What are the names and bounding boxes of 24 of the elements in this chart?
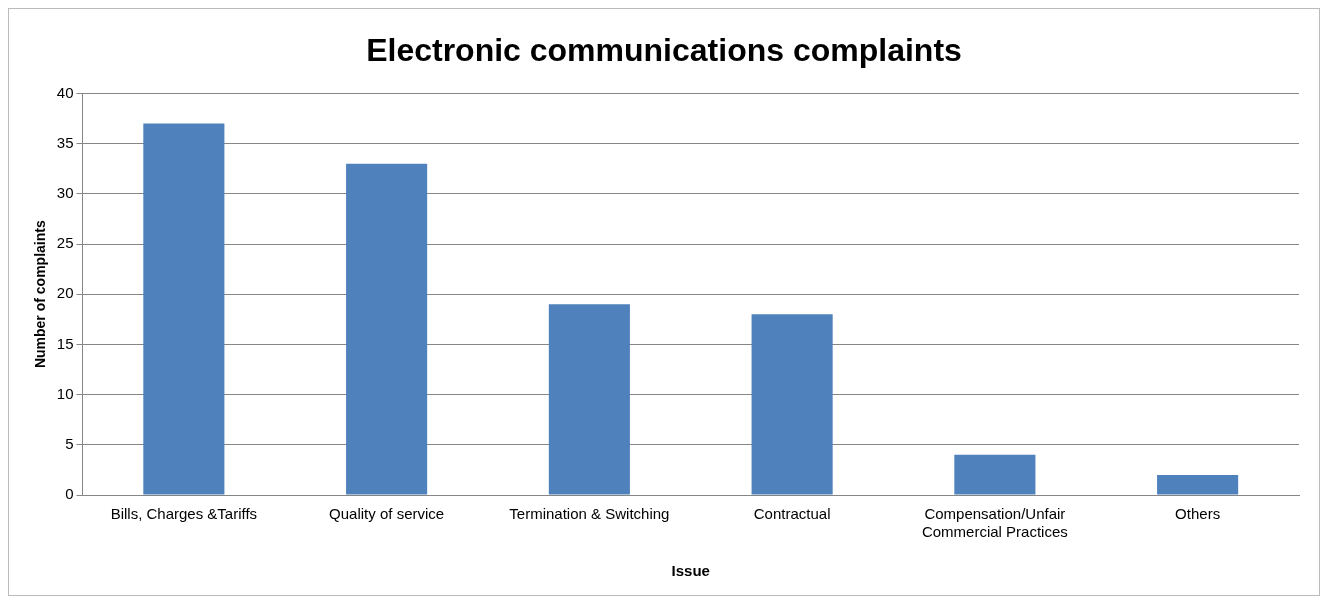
y-tick-label: 40 — [56, 83, 74, 101]
y-tick-label: 20 — [56, 284, 74, 302]
x-tick-label: Bills, Charges &Tariffs — [110, 505, 258, 523]
bar — [548, 304, 630, 495]
x-tick-label: Termination & Switching — [509, 505, 670, 523]
y-tick-label: 25 — [56, 234, 74, 252]
y-tick-label: 30 — [56, 183, 74, 201]
bar — [1157, 474, 1239, 495]
x-tick-label: Compensation/Unfair Commercial Practices — [921, 505, 1068, 541]
bar — [143, 123, 225, 495]
y-tick-label: 0 — [65, 485, 74, 503]
y-tick-label: 5 — [65, 434, 74, 452]
bar — [751, 314, 833, 495]
x-tick-label: Others — [1175, 505, 1221, 523]
y-axis-title: Number of complaints — [32, 220, 49, 369]
chart-title: Electronic communications complaints — [366, 32, 962, 69]
bar — [346, 163, 428, 495]
bar — [954, 454, 1036, 495]
x-axis-title: Issue — [671, 562, 710, 580]
y-tick-label: 10 — [56, 384, 74, 402]
y-tick-label: 15 — [56, 334, 74, 352]
y-tick-label: 35 — [56, 133, 74, 151]
x-tick-label: Quality of service — [329, 505, 445, 523]
x-tick-label: Contractual — [753, 505, 831, 523]
